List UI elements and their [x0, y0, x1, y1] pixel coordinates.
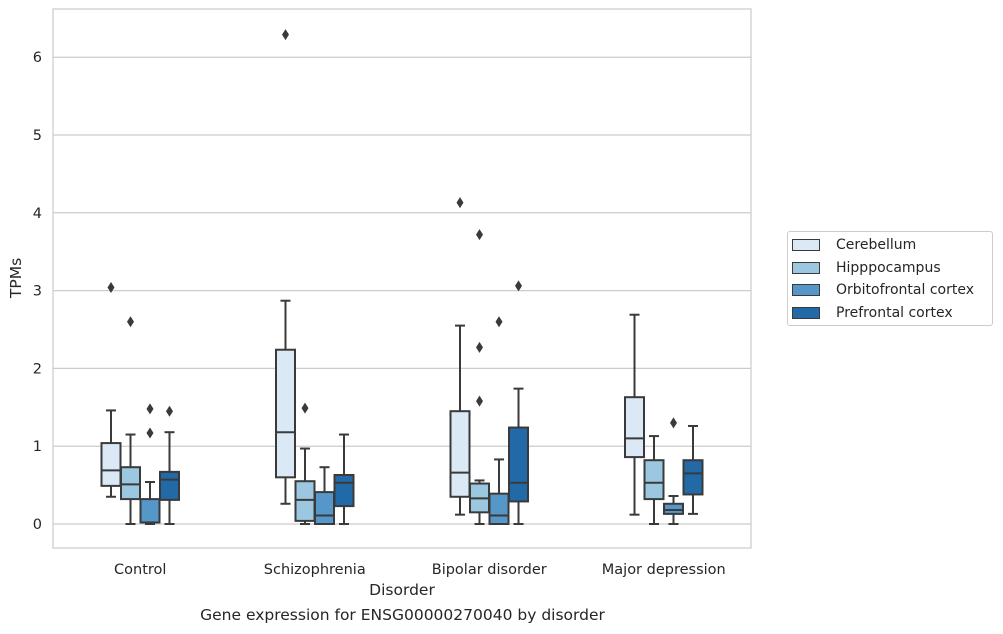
box-series [100, 29, 704, 525]
y-axis-label: TPMs [7, 258, 25, 299]
gridlines [53, 56, 751, 525]
legend-item-orbitofrontal-cortex: Orbitofrontal cortex [792, 280, 974, 300]
legend-swatch-orbitofrontal-cortex [792, 284, 820, 296]
legend-item-prefrontal-cortex: Prefrontal cortex [792, 303, 953, 323]
box-cerebellum-1 [275, 29, 296, 505]
outlier-point-0 [495, 316, 503, 328]
box-body [624, 396, 645, 459]
y-tick-label-2: 2 [33, 361, 42, 377]
box-body [682, 459, 704, 496]
legend-label-hippocampus: Hipppocampus [836, 260, 941, 276]
y-tick-label-4: 4 [33, 206, 42, 222]
legend-swatch-prefrontal-cortex [792, 307, 820, 319]
box-hipppocampus-3 [643, 435, 665, 525]
legend-item-hippocampus: Hipppocampus [792, 258, 941, 278]
legend: Cerebellum Hipppocampus Orbitofrontal co… [787, 231, 993, 326]
x-axis-ticks: Control Schizophrenia Bipolar disorder Majo… [114, 562, 726, 578]
box-body [643, 459, 665, 501]
y-tick-label-5: 5 [33, 128, 42, 144]
outlier-point-0 [146, 427, 154, 439]
legend-swatch-hippocampus [792, 262, 820, 274]
box-orbitofrontal-cortex-1 [314, 466, 335, 525]
legend-label-prefrontal-cortex: Prefrontal cortex [836, 305, 953, 321]
outlier-point-0 [476, 395, 483, 407]
box-prefrontal-cortex-0 [159, 405, 180, 525]
x-tick-label-control: Control [114, 562, 166, 578]
plot-area-frame [52, 8, 752, 549]
legend-swatch-cerebellum [792, 239, 820, 251]
outlier-point-0 [301, 402, 309, 414]
outlier-point-0 [127, 316, 134, 328]
box-cerebellum-3 [624, 313, 645, 516]
box-body [663, 502, 684, 515]
box-orbitofrontal-cortex-2 [488, 316, 510, 525]
x-axis-label: Disorder [369, 581, 435, 599]
y-tick-label-6: 6 [33, 50, 42, 66]
box-hipppocampus-2 [469, 229, 490, 525]
box-body [275, 348, 296, 479]
box-cerebellum-0 [100, 281, 122, 498]
outlier-point-2 [476, 229, 483, 241]
figure-caption: Gene expression for ENSG00000270040 by d… [200, 606, 605, 624]
outlier-point-0 [107, 281, 115, 293]
x-tick-label-bipolar-disorder: Bipolar disorder [432, 562, 547, 578]
box-body [314, 491, 335, 525]
y-tick-label-1: 1 [33, 439, 42, 455]
outlier-point-0 [456, 197, 464, 209]
box-body [139, 498, 161, 524]
y-axis-ticks: 0 1 2 3 4 5 6 [33, 50, 42, 533]
box-hipppocampus-0 [120, 316, 141, 525]
legend-item-cerebellum: Cerebellum [792, 235, 916, 255]
box-body [488, 492, 510, 525]
legend-label-cerebellum: Cerebellum [836, 237, 917, 253]
box-body [159, 470, 180, 501]
box-cerebellum-2 [449, 197, 471, 516]
box-hipppocampus-1 [294, 402, 316, 525]
outlier-point-1 [476, 341, 483, 353]
box-body [449, 410, 471, 498]
box-body [333, 473, 355, 508]
box-prefrontal-cortex-3 [682, 424, 704, 515]
box-body [100, 442, 122, 487]
box-prefrontal-cortex-1 [333, 433, 355, 525]
box-orbitofrontal-cortex-3 [663, 417, 684, 525]
box-orbitofrontal-cortex-0 [139, 403, 161, 525]
outlier-point-0 [282, 29, 289, 41]
box-body [294, 480, 316, 522]
outlier-point-1 [146, 403, 154, 415]
outlier-point-0 [166, 405, 173, 417]
box-body [120, 466, 141, 501]
legend-label-orbitofrontal-cortex: Orbitofrontal cortex [836, 282, 974, 298]
outlier-point-0 [515, 280, 522, 292]
y-tick-label-0: 0 [33, 517, 42, 533]
x-tick-label-schizophrenia: Schizophrenia [264, 562, 366, 578]
box-prefrontal-cortex-2 [508, 280, 529, 525]
box-body [508, 426, 529, 503]
outlier-point-0 [670, 417, 677, 429]
x-tick-label-major-depression: Major depression [602, 562, 726, 578]
y-tick-label-3: 3 [33, 284, 42, 300]
